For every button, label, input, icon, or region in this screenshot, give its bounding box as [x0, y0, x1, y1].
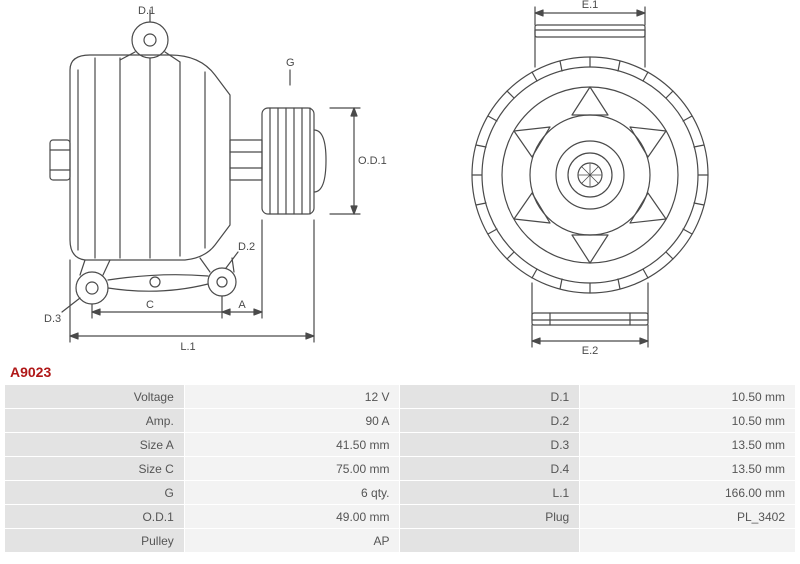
table-row: G 6 qty. L.1 166.00 mm — [5, 481, 796, 505]
technical-drawing: D.1 G O.D.1 D.2 D.3 C A L.1 E.1 E.2 — [0, 0, 800, 360]
spec-value: PL_3402 — [580, 505, 796, 529]
spec-value: 90 A — [184, 409, 400, 433]
spec-value: 166.00 mm — [580, 481, 796, 505]
dim-label-d1: D.1 — [138, 5, 155, 17]
dim-label-d2: D.2 — [238, 241, 255, 253]
spec-table: Voltage 12 V D.1 10.50 mm Amp. 90 A D.2 … — [4, 384, 796, 553]
spec-value: 41.50 mm — [184, 433, 400, 457]
spec-value: 12 V — [184, 385, 400, 409]
spec-value — [580, 529, 796, 553]
spec-label: Pulley — [5, 529, 185, 553]
table-row: O.D.1 49.00 mm Plug PL_3402 — [5, 505, 796, 529]
spec-label: Plug — [400, 505, 580, 529]
spec-label: G — [5, 481, 185, 505]
dim-label-l1: L.1 — [180, 341, 195, 353]
dim-label-c: C — [146, 299, 154, 311]
spec-label: Voltage — [5, 385, 185, 409]
spec-value: 6 qty. — [184, 481, 400, 505]
table-row: Amp. 90 A D.2 10.50 mm — [5, 409, 796, 433]
table-row: Pulley AP — [5, 529, 796, 553]
dim-label-g: G — [286, 57, 295, 69]
spec-label: D.1 — [400, 385, 580, 409]
spec-label: Size C — [5, 457, 185, 481]
table-row: Size A 41.50 mm D.3 13.50 mm — [5, 433, 796, 457]
spec-value: 13.50 mm — [580, 433, 796, 457]
spec-label: D.2 — [400, 409, 580, 433]
spec-value: 10.50 mm — [580, 409, 796, 433]
spec-value: 49.00 mm — [184, 505, 400, 529]
spec-label: O.D.1 — [5, 505, 185, 529]
spec-label: Amp. — [5, 409, 185, 433]
spec-label: Size A — [5, 433, 185, 457]
dim-label-e2: E.2 — [582, 345, 599, 357]
dim-label-d3: D.3 — [44, 313, 61, 325]
table-row: Voltage 12 V D.1 10.50 mm — [5, 385, 796, 409]
dim-label-a: A — [238, 299, 246, 311]
spec-label: D.3 — [400, 433, 580, 457]
dim-label-od1: O.D.1 — [358, 155, 387, 167]
spec-value: 13.50 mm — [580, 457, 796, 481]
part-id: A9023 — [10, 364, 51, 380]
spec-value: 75.00 mm — [184, 457, 400, 481]
dim-label-e1: E.1 — [582, 0, 599, 11]
spec-value: 10.50 mm — [580, 385, 796, 409]
spec-label: D.4 — [400, 457, 580, 481]
spec-label: L.1 — [400, 481, 580, 505]
spec-value: AP — [184, 529, 400, 553]
table-row: Size C 75.00 mm D.4 13.50 mm — [5, 457, 796, 481]
spec-label — [400, 529, 580, 553]
